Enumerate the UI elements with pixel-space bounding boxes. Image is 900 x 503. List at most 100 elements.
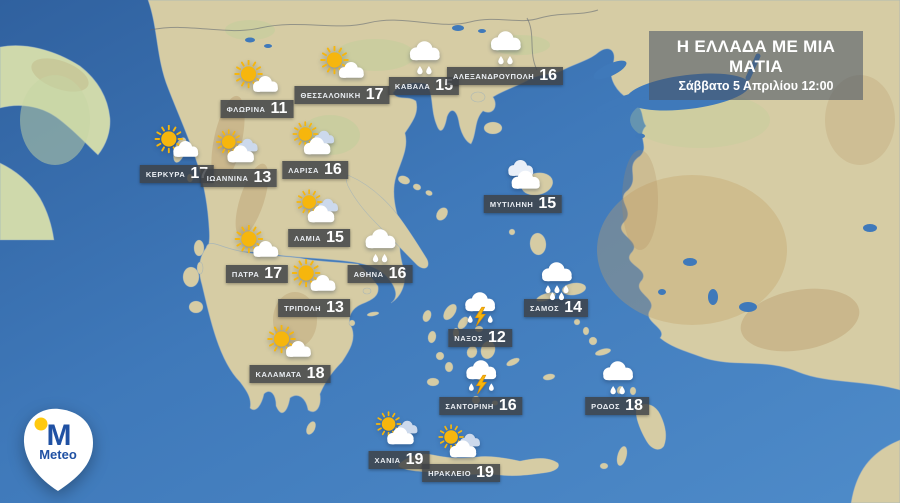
city-marker-ΚΑΒΑΛΑ: ΚΑΒΑΛΑ 15 [388, 37, 460, 95]
country-borders [149, 9, 599, 71]
thunderstorm-icon [456, 289, 504, 331]
city-temperature: 11 [270, 100, 288, 117]
city-name: ΚΕΡΚΥΡΑ [145, 169, 186, 179]
city-marker-ΜΥΤΙΛΗΝΗ: ΜΥΤΙΛΗΝΗ 15 [483, 155, 563, 213]
sun-clouds-icon [437, 424, 485, 466]
city-temperature: 17 [264, 265, 283, 282]
city-label: ΑΛΕΞΑΝΔΡΟΥΠΟΛΗ 16 [446, 67, 564, 85]
page-title: Η ΕΛΛΑΔΑ ΜΕ ΜΙΑ ΜΑΤΙΑ [676, 37, 836, 76]
city-temperature: 14 [564, 299, 583, 316]
city-name: ΚΑΛΑΜΑΤΑ [255, 369, 302, 379]
city-name: ΘΕΣΣΑΛΟΝΙΚΗ [300, 90, 361, 100]
city-label: ΑΘΗΝΑ 16 [347, 265, 413, 283]
city-name: ΠΑΤΡΑ [231, 269, 260, 279]
city-marker-ΦΛΩΡΙΝΑ: ΦΛΩΡΙΝΑ 11 [220, 60, 294, 118]
city-marker-ΡΟΔΟΣ: ΡΟΔΟΣ 18 [585, 357, 649, 415]
city-marker-ΑΘΗΝΑ: ΑΘΗΝΑ 16 [347, 225, 413, 283]
city-temperature: 13 [253, 169, 272, 186]
title-overlay: Η ΕΛΛΑΔΑ ΜΕ ΜΙΑ ΜΑΤΙΑ Σάββατο 5 Απριλίου… [649, 31, 863, 100]
city-label: ΣΑΝΤΟΡΙΝΗ 16 [439, 397, 523, 415]
meteo-logo-pick-icon: M Meteo [23, 408, 93, 491]
city-temperature: 15 [538, 195, 557, 212]
city-label: ΘΕΣΣΑΛΟΝΙΚΗ 17 [294, 86, 390, 104]
page-subtitle: Σάββατο 5 Απριλίου 12:00 [678, 79, 834, 93]
logo-yellow-dot [34, 417, 48, 431]
partly-sunny-icon [266, 325, 314, 367]
city-label: ΚΑΛΑΜΑΤΑ 18 [249, 365, 331, 383]
rain-icon [593, 357, 641, 399]
city-name: ΗΡΑΚΛΕΙΟ [428, 468, 472, 478]
partly-sunny-icon [233, 225, 281, 267]
city-temperature: 15 [326, 229, 344, 246]
city-marker-ΝΑΞΟΣ: ΝΑΞΟΣ 12 [448, 289, 512, 347]
sun-clouds-icon [291, 121, 339, 163]
city-marker-ΘΕΣΣΑΛΟΝΙΚΗ: ΘΕΣΣΑΛΟΝΙΚΗ 17 [294, 46, 390, 104]
city-marker-ΑΛΕΞΑΝΔΡΟΥΠΟΛΗ: ΑΛΕΞΑΝΔΡΟΥΠΟΛΗ 16 [446, 27, 564, 85]
city-temperature: 16 [323, 161, 342, 178]
city-label: ΝΑΞΟΣ 12 [448, 329, 512, 347]
city-temperature: 13 [326, 299, 344, 316]
city-marker-ΗΡΑΚΛΕΙΟ: ΗΡΑΚΛΕΙΟ 19 [422, 424, 500, 482]
rain-icon [356, 225, 404, 267]
city-name: ΑΘΗΝΑ [353, 269, 384, 279]
city-label: ΧΑΝΙΑ 19 [368, 451, 430, 469]
city-name: ΛΑΜΙΑ [294, 233, 322, 243]
city-marker-ΛΑΡΙΣΑ: ΛΑΡΙΣΑ 16 [282, 121, 348, 179]
city-marker-ΠΑΤΡΑ: ΠΑΤΡΑ 17 [225, 225, 289, 283]
heavy-rain-icon [532, 259, 580, 301]
partly-sunny-icon [290, 259, 338, 301]
city-name: ΣΑΝΤΟΡΙΝΗ [445, 401, 494, 411]
city-name: ΡΟΔΟΣ [591, 401, 621, 411]
city-temperature: 18 [625, 397, 643, 414]
meteo-logo: M Meteo [18, 401, 98, 497]
city-name: ΜΥΤΙΛΗΝΗ [489, 199, 534, 209]
partly-sunny-icon [318, 46, 366, 88]
city-label: ΙΩΑΝΝΙΝΑ 13 [200, 169, 278, 187]
city-marker-ΣΑΝΤΟΡΙΝΗ: ΣΑΝΤΟΡΙΝΗ 16 [439, 357, 523, 415]
city-name: ΚΑΒΑΛΑ [394, 81, 431, 91]
city-label: ΦΛΩΡΙΝΑ 11 [220, 100, 294, 118]
city-marker-ΤΡΙΠΟΛΗ: ΤΡΙΠΟΛΗ 13 [278, 259, 350, 317]
city-marker-ΙΩΑΝΝΙΝΑ: ΙΩΑΝΝΙΝΑ 13 [200, 129, 278, 187]
city-marker-ΧΑΝΙΑ: ΧΑΝΙΑ 19 [368, 411, 430, 469]
thunderstorm-icon [457, 357, 505, 399]
city-name: ΤΡΙΠΟΛΗ [284, 303, 322, 313]
city-temperature: 16 [388, 265, 407, 282]
rain-icon [481, 27, 529, 69]
city-name: ΑΛΕΞΑΝΔΡΟΥΠΟΛΗ [452, 71, 535, 81]
city-label: ΗΡΑΚΛΕΙΟ 19 [422, 464, 500, 482]
city-temperature: 17 [365, 86, 384, 103]
cloudy-icon [499, 155, 547, 197]
city-label: ΠΑΤΡΑ 17 [225, 265, 289, 283]
city-label: ΛΑΡΙΣΑ 16 [282, 161, 348, 179]
city-label: ΤΡΙΠΟΛΗ 13 [278, 299, 350, 317]
city-label: ΣΑΜΟΣ 14 [523, 299, 589, 317]
city-label: ΜΥΤΙΛΗΝΗ 15 [483, 195, 563, 213]
sun-clouds-icon [295, 189, 343, 231]
logo-letter: M [47, 419, 72, 452]
city-label: ΡΟΔΟΣ 18 [585, 397, 649, 415]
sun-clouds-icon [215, 129, 263, 171]
city-name: ΛΑΡΙΣΑ [288, 165, 319, 175]
city-temperature: 18 [306, 365, 325, 382]
city-temperature: 16 [539, 67, 558, 84]
city-temperature: 19 [476, 464, 494, 481]
city-temperature: 19 [405, 451, 424, 468]
city-marker-ΛΑΜΙΑ: ΛΑΜΙΑ 15 [288, 189, 350, 247]
partly-sunny-icon [153, 125, 201, 167]
city-name: ΙΩΑΝΝΙΝΑ [206, 173, 249, 183]
city-marker-ΣΑΜΟΣ: ΣΑΜΟΣ 14 [523, 259, 589, 317]
city-label: ΛΑΜΙΑ 15 [288, 229, 350, 247]
logo-label: Meteo [39, 447, 77, 462]
city-name: ΦΛΩΡΙΝΑ [226, 104, 266, 114]
city-marker-ΚΑΛΑΜΑΤΑ: ΚΑΛΑΜΑΤΑ 18 [249, 325, 331, 383]
city-name: ΝΑΞΟΣ [454, 333, 483, 343]
sun-clouds-icon [375, 411, 423, 453]
city-temperature: 12 [487, 329, 506, 346]
city-name: ΧΑΝΙΑ [374, 455, 401, 465]
city-temperature: 16 [498, 397, 517, 414]
city-name: ΣΑΜΟΣ [529, 303, 560, 313]
partly-sunny-icon [233, 60, 281, 102]
rain-icon [400, 37, 448, 79]
